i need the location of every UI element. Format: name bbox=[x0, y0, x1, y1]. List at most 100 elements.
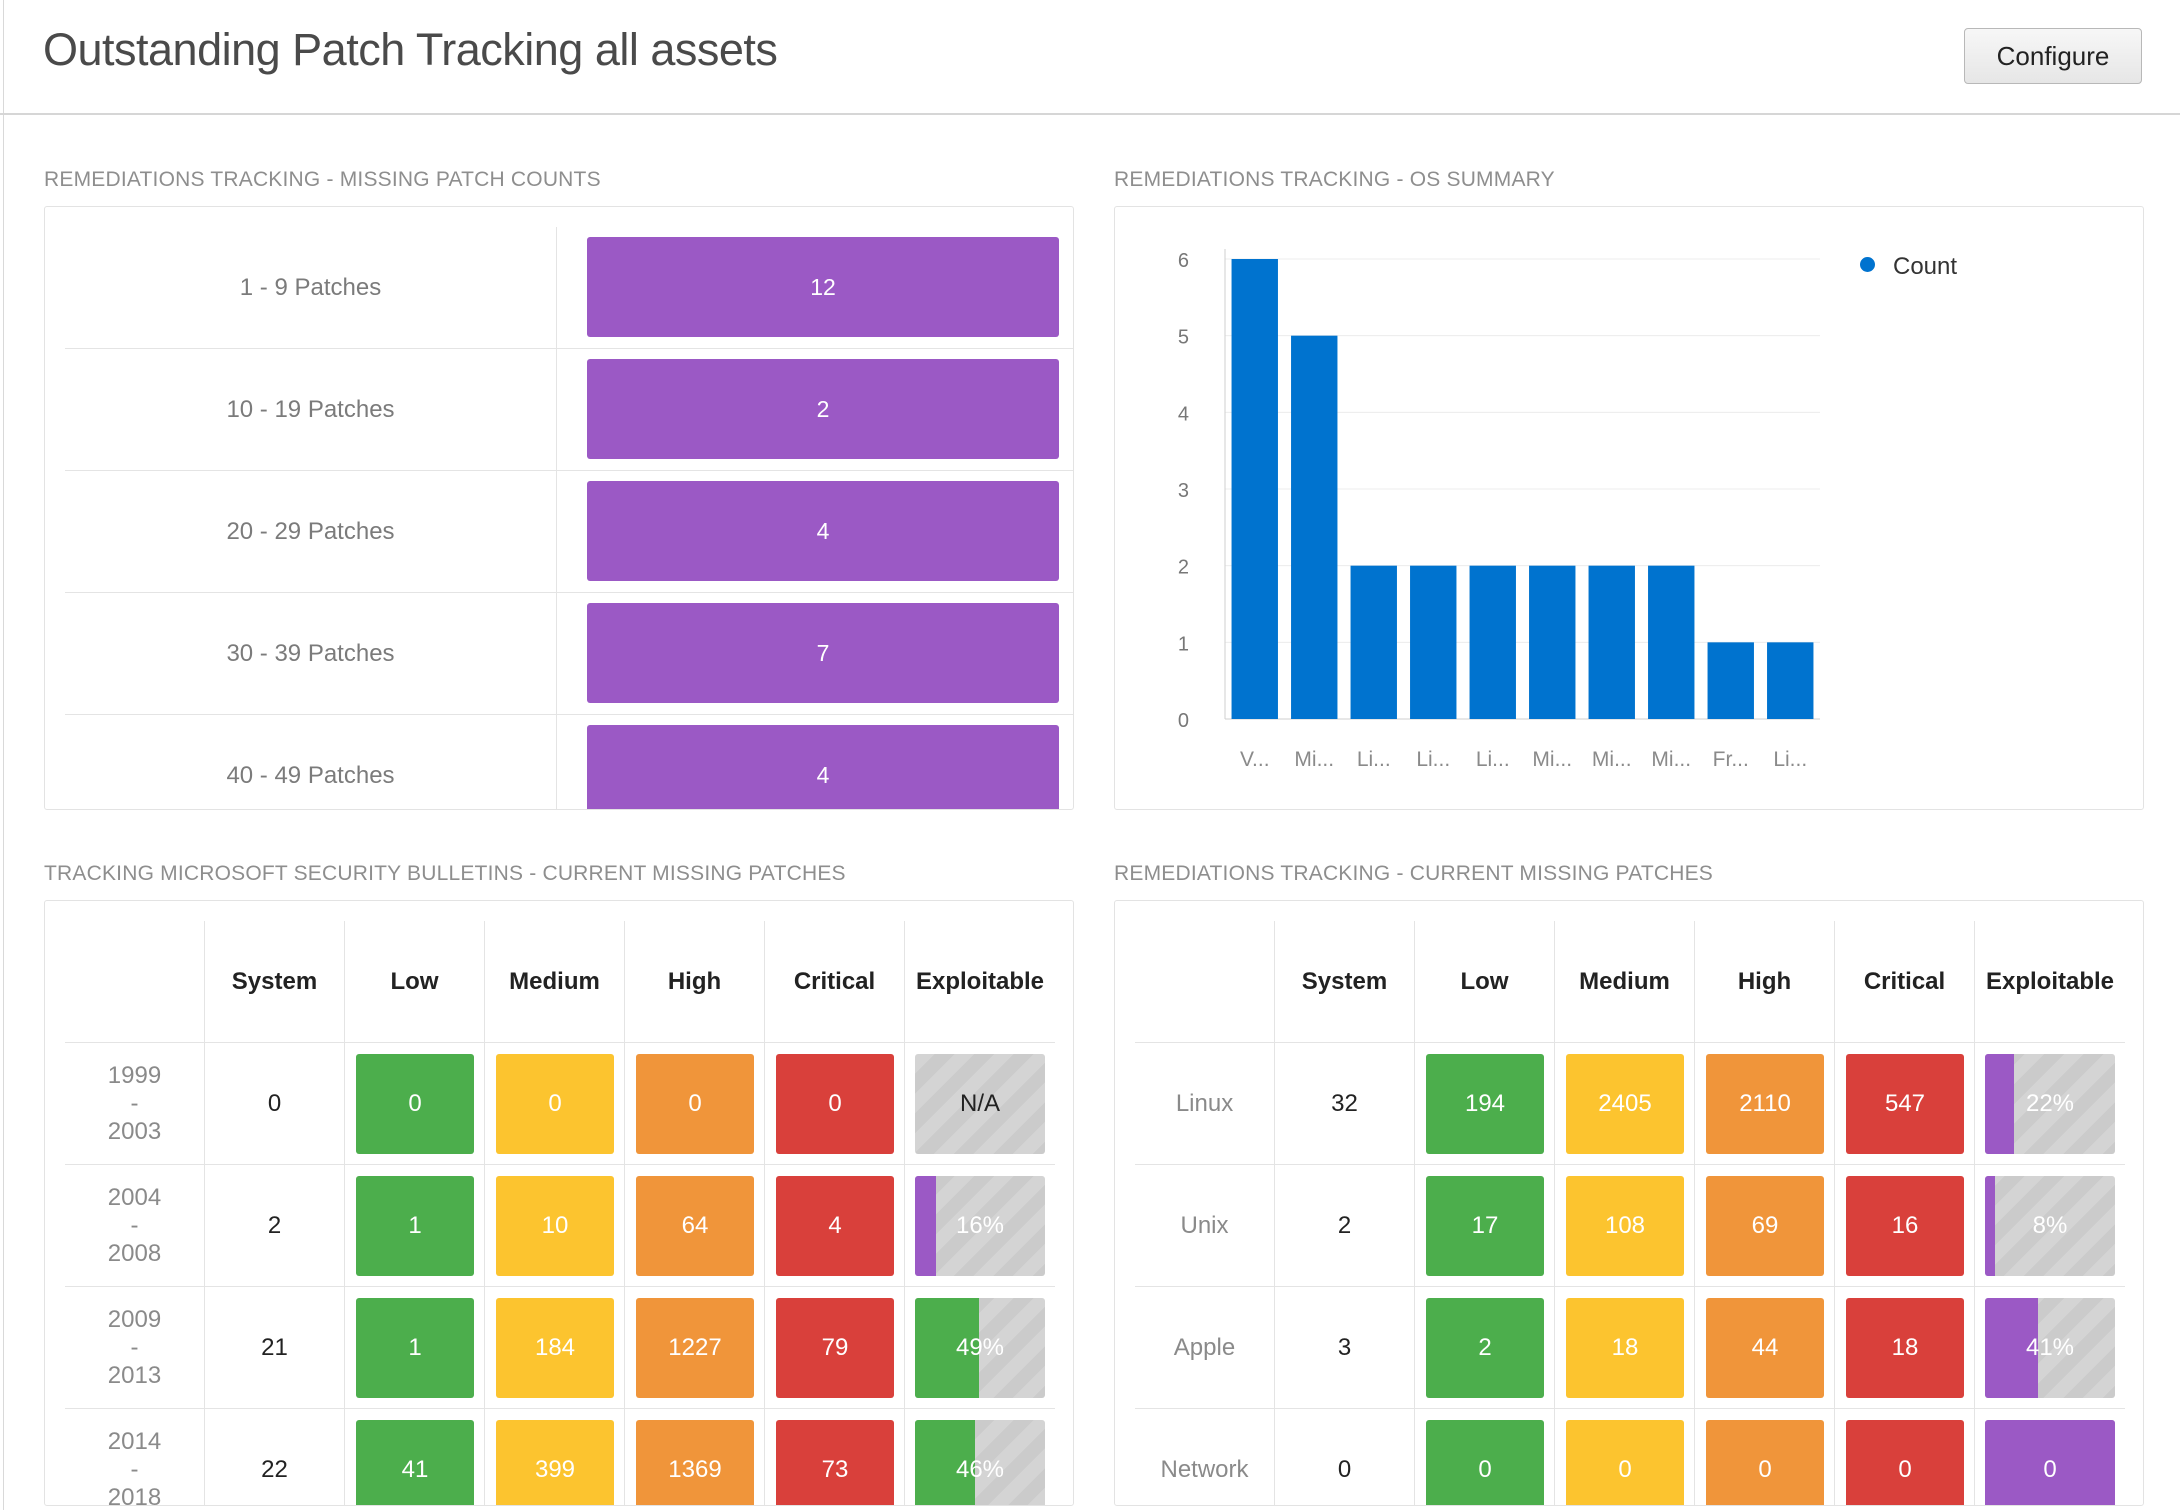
exploitable-fill bbox=[915, 1176, 936, 1276]
critical-count-cell[interactable]: 79 bbox=[776, 1298, 894, 1398]
critical-count-cell[interactable]: 16 bbox=[1846, 1176, 1964, 1276]
exploitable-value: 49% bbox=[955, 1334, 1005, 1361]
y-tick-label: 1 bbox=[1178, 633, 1189, 655]
low-count-cell[interactable]: 41 bbox=[356, 1420, 474, 1505]
row-label: 2009-2013 bbox=[65, 1287, 205, 1409]
column-header: System bbox=[205, 921, 345, 1043]
medium-count-cell[interactable]: 0 bbox=[496, 1054, 614, 1154]
low-count-cell[interactable]: 2 bbox=[1426, 1298, 1544, 1398]
high-count-cell[interactable]: 64 bbox=[636, 1176, 754, 1276]
cell-frame bbox=[345, 1409, 485, 1505]
chart-bar[interactable] bbox=[1291, 335, 1338, 719]
chart-bar[interactable] bbox=[1707, 642, 1754, 719]
row-label: Network bbox=[1135, 1409, 1275, 1505]
patch-count-row: 10 - 19 Patches 2 bbox=[65, 349, 1073, 471]
system-count: 3 bbox=[1275, 1287, 1415, 1409]
os-summary-chart: 0 1 2 3 4 5 6 V... Mi... Li... Li... Li... Mi... Mi..… bbox=[1178, 249, 1820, 771]
patch-count-label: 40 - 49 Patches bbox=[65, 715, 557, 809]
legend-label: Count bbox=[1893, 253, 1958, 280]
medium-count-cell[interactable]: 2405 bbox=[1566, 1054, 1684, 1154]
low-count-cell[interactable]: 17 bbox=[1426, 1176, 1544, 1276]
cell-frame bbox=[1975, 1043, 2125, 1165]
cell-frame bbox=[1415, 1165, 1555, 1287]
chart-bar[interactable] bbox=[1767, 642, 1814, 719]
high-count-cell[interactable]: 2110 bbox=[1706, 1054, 1824, 1154]
low-count-cell[interactable]: 0 bbox=[1426, 1420, 1544, 1505]
cell-frame bbox=[765, 1165, 905, 1287]
medium-count-cell[interactable]: 108 bbox=[1566, 1176, 1684, 1276]
cell-frame bbox=[625, 1409, 765, 1505]
medium-count-cell[interactable]: 0 bbox=[1566, 1420, 1684, 1505]
exploitable-cell[interactable]: 46% bbox=[915, 1420, 1045, 1505]
y-tick-label: 5 bbox=[1178, 327, 1189, 349]
critical-count-cell[interactable]: 547 bbox=[1846, 1054, 1964, 1154]
exploitable-cell[interactable]: 49% bbox=[915, 1298, 1045, 1398]
low-count-cell[interactable]: 194 bbox=[1426, 1054, 1544, 1154]
patch-count-bar[interactable]: 4 bbox=[587, 725, 1059, 809]
page-frame bbox=[3, 0, 2180, 1510]
x-tick-label: Li... bbox=[1416, 748, 1450, 771]
cell-frame bbox=[1555, 1165, 1695, 1287]
patch-counts-title: REMEDIATIONS TRACKING - MISSING PATCH CO… bbox=[44, 168, 601, 191]
cell-frame bbox=[1695, 1165, 1835, 1287]
chart-bar[interactable] bbox=[1588, 565, 1635, 719]
medium-count-cell[interactable]: 18 bbox=[1566, 1298, 1684, 1398]
low-count-cell[interactable]: 1 bbox=[356, 1176, 474, 1276]
chart-bar[interactable] bbox=[1648, 565, 1695, 719]
critical-count-cell[interactable]: 0 bbox=[776, 1054, 894, 1154]
critical-count-cell[interactable]: 18 bbox=[1846, 1298, 1964, 1398]
chart-bar[interactable] bbox=[1410, 565, 1457, 719]
exploitable-cell[interactable]: N/A bbox=[915, 1054, 1045, 1154]
chart-bar[interactable] bbox=[1469, 565, 1516, 719]
cell-frame bbox=[1555, 1409, 1695, 1505]
exploitable-cell[interactable]: 0 bbox=[1985, 1420, 2115, 1505]
critical-count-cell[interactable]: 4 bbox=[776, 1176, 894, 1276]
current-missing-title: REMEDIATIONS TRACKING - CURRENT MISSING … bbox=[1114, 862, 1714, 885]
patch-count-bar[interactable]: 12 bbox=[587, 237, 1059, 337]
x-tick-label: Mi... bbox=[1592, 748, 1632, 771]
patch-count-row: 1 - 9 Patches 12 bbox=[65, 227, 1073, 349]
cell-frame bbox=[1835, 1043, 1975, 1165]
cell-frame bbox=[1835, 1287, 1975, 1409]
patch-count-divider bbox=[557, 471, 1073, 593]
ms-bulletins-title: TRACKING MICROSOFT SECURITY BULLETINS - … bbox=[44, 862, 846, 885]
chart-legend[interactable]: Count bbox=[1860, 253, 1957, 281]
column-header: Low bbox=[1415, 921, 1555, 1043]
x-tick-label: Li... bbox=[1476, 748, 1510, 771]
exploitable-value: 46% bbox=[955, 1456, 1005, 1483]
row-label-line: 1999 bbox=[107, 1061, 162, 1089]
high-count-cell[interactable]: 0 bbox=[636, 1054, 754, 1154]
patch-count-label: 20 - 29 Patches bbox=[65, 471, 557, 593]
exploitable-cell[interactable]: 8% bbox=[1985, 1176, 2115, 1276]
low-count-cell[interactable]: 1 bbox=[356, 1298, 474, 1398]
critical-count-cell[interactable]: 0 bbox=[1846, 1420, 1964, 1505]
critical-count-cell[interactable]: 73 bbox=[776, 1420, 894, 1505]
exploitable-cell[interactable]: 22% bbox=[1985, 1054, 2115, 1154]
cell-frame bbox=[485, 1043, 625, 1165]
cell-frame bbox=[625, 1287, 765, 1409]
medium-count-cell[interactable]: 10 bbox=[496, 1176, 614, 1276]
patch-count-bar[interactable]: 7 bbox=[587, 603, 1059, 703]
y-tick-label: 4 bbox=[1178, 403, 1189, 425]
patch-count-bar[interactable]: 2 bbox=[587, 359, 1059, 459]
chart-bar[interactable] bbox=[1231, 259, 1278, 719]
y-tick-label: 6 bbox=[1178, 250, 1189, 272]
high-count-cell[interactable]: 1227 bbox=[636, 1298, 754, 1398]
patch-counts-panel: 1 - 9 Patches 12 10 - 19 Patches 2 20 - 29 P… bbox=[44, 206, 1074, 810]
exploitable-cell[interactable]: 41% bbox=[1985, 1298, 2115, 1398]
high-count-cell[interactable]: 0 bbox=[1706, 1420, 1824, 1505]
high-count-cell[interactable]: 44 bbox=[1706, 1298, 1824, 1398]
cell-frame bbox=[345, 1287, 485, 1409]
low-count-cell[interactable]: 0 bbox=[356, 1054, 474, 1154]
medium-count-cell[interactable]: 399 bbox=[496, 1420, 614, 1505]
configure-button[interactable]: Configure bbox=[1964, 28, 2142, 84]
chart-bar[interactable] bbox=[1350, 565, 1397, 719]
cell-frame bbox=[905, 1287, 1055, 1409]
medium-count-cell[interactable]: 184 bbox=[496, 1298, 614, 1398]
high-count-cell[interactable]: 1369 bbox=[636, 1420, 754, 1505]
exploitable-cell[interactable]: 16% bbox=[915, 1176, 1045, 1276]
high-count-cell[interactable]: 69 bbox=[1706, 1176, 1824, 1276]
chart-bar[interactable] bbox=[1529, 565, 1576, 719]
patch-count-bar[interactable]: 4 bbox=[587, 481, 1059, 581]
x-tick-label: Mi... bbox=[1294, 748, 1334, 771]
